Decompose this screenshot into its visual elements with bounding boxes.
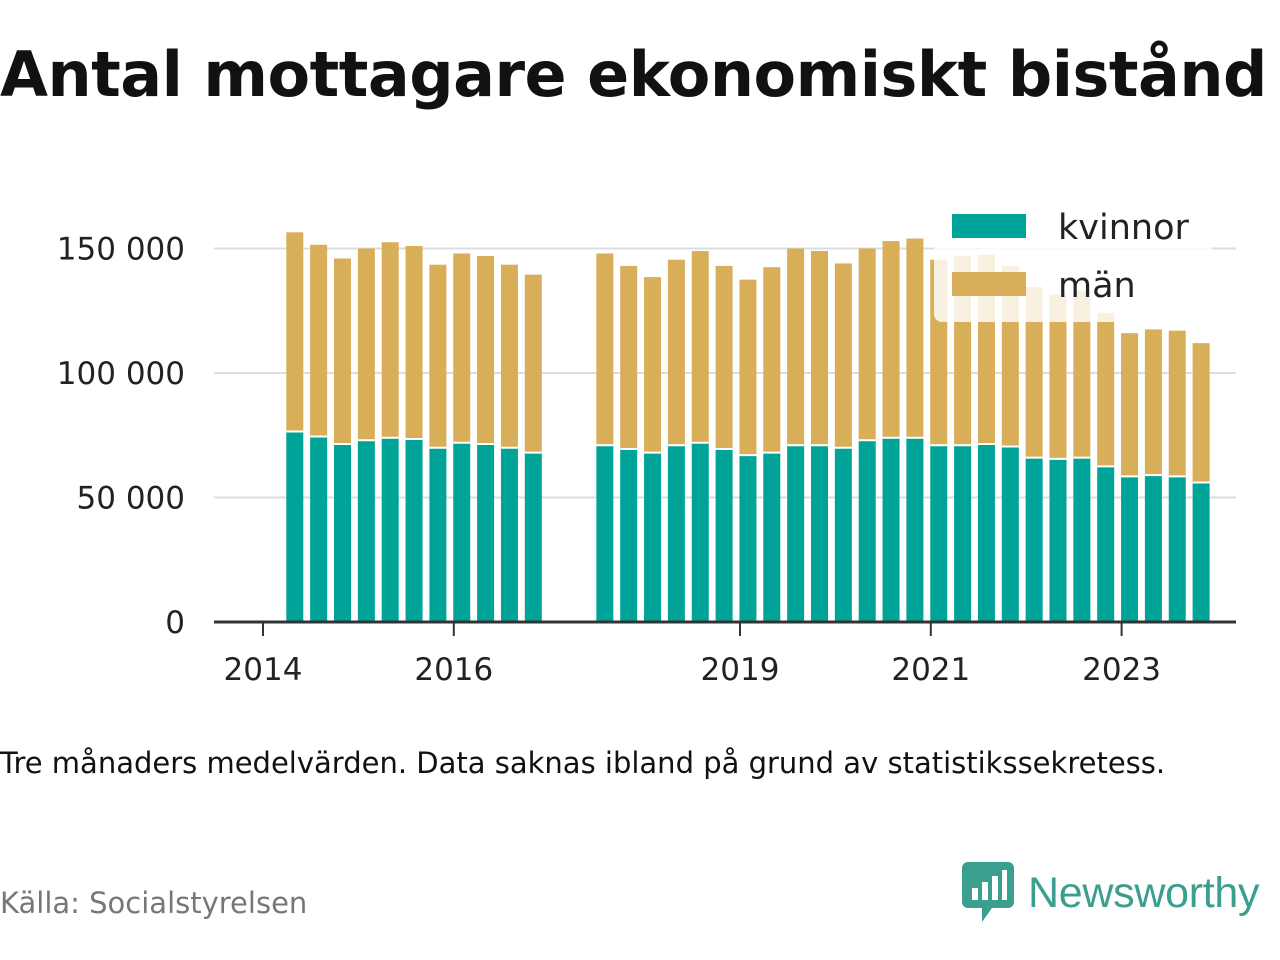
bar-segment-man (1025, 287, 1043, 458)
x-tick-label: 2023 (1082, 652, 1161, 688)
bar-segment-kvinnor (858, 440, 876, 622)
bar-segment-kvinnor (715, 448, 733, 622)
bar-segment-kvinnor (667, 445, 685, 622)
bar-segment-man (1097, 313, 1115, 467)
y-tick-label: 0 (165, 605, 185, 641)
bar-segment-kvinnor (834, 447, 852, 622)
bar-segment-man (644, 277, 662, 453)
x-tick-label: 2014 (224, 652, 303, 688)
y-tick-label: 100 000 (57, 356, 185, 392)
x-tick-label: 2016 (414, 652, 493, 688)
x-tick-label: 2019 (701, 652, 780, 688)
bar-segment-kvinnor (286, 431, 304, 622)
legend-swatch (952, 214, 1026, 238)
y-tick-label: 150 000 (57, 232, 185, 268)
bar-segment-man (811, 250, 828, 446)
bar-segment-man (500, 264, 518, 448)
chart-title: Antal mottagare ekonomiskt bistånd (0, 38, 1267, 111)
bar-segment-kvinnor (1073, 457, 1091, 622)
bar-segment-kvinnor (357, 440, 375, 622)
bar-segment-kvinnor (1097, 466, 1115, 622)
bar-segment-kvinnor (1001, 446, 1019, 622)
bar-segment-kvinnor (596, 445, 614, 622)
bar-segment-kvinnor (787, 445, 805, 622)
brand-name: Newsworthy (1028, 868, 1260, 917)
bar-segment-man (310, 244, 328, 437)
legend-label: män (1058, 266, 1136, 306)
bar-segment-man (882, 241, 900, 438)
bar-segment-kvinnor (1121, 476, 1139, 622)
bar-segment-man (1073, 290, 1091, 458)
bar-segment-man (739, 279, 757, 456)
bar-segment-kvinnor (334, 443, 351, 622)
bar-segment-man (715, 265, 733, 449)
bar-segment-kvinnor (429, 447, 447, 622)
bar-segment-kvinnor (1168, 476, 1186, 622)
bar-segment-man (381, 242, 399, 438)
bar-segment-kvinnor (381, 437, 399, 622)
bar-segment-kvinnor (500, 447, 518, 622)
chart-note: Tre månaders medelvärden. Data saknas ib… (0, 746, 1166, 780)
bar-segment-kvinnor (691, 442, 709, 622)
bar-segment-kvinnor (739, 455, 757, 622)
bar-segment-man (596, 253, 614, 446)
bar-segment-kvinnor (405, 438, 423, 622)
source-text: Källa: Socialstyrelsen (0, 886, 308, 920)
bar-segment-kvinnor (644, 452, 662, 622)
bar-segment-man (429, 264, 447, 448)
bar-segment-man (834, 263, 852, 448)
bar-segment-man (763, 267, 781, 453)
bar-segment-kvinnor (1192, 482, 1210, 622)
bar-segment-kvinnor (1144, 475, 1162, 622)
bar-segment-man (1049, 294, 1067, 459)
bar-segment-man (453, 253, 471, 443)
bar-segment-man (858, 248, 876, 441)
bar-segment-man (1192, 343, 1210, 483)
bar-segment-kvinnor (763, 452, 781, 622)
bar-segment-man (477, 255, 495, 444)
bar-segment-man (1121, 333, 1139, 477)
bar-segment-kvinnor (906, 437, 924, 622)
bar-segment-kvinnor (620, 448, 638, 622)
bar-segment-man (334, 258, 351, 444)
y-axis-tick-labels: 0 50 000 100 000 150 000 (57, 232, 185, 642)
bar-segment-kvinnor (882, 437, 900, 622)
x-tick-label: 2021 (891, 652, 970, 688)
bar-segment-kvinnor (1025, 457, 1043, 622)
bar-segment-man (906, 238, 924, 438)
bar-segment-man (691, 250, 709, 443)
bar-segment-man (524, 274, 542, 453)
legend: kvinnor män (934, 196, 1212, 322)
bar-segment-kvinnor (930, 445, 948, 622)
newsworthy-logo: Newsworthy (962, 862, 1259, 924)
bar-segment-kvinnor (811, 445, 828, 622)
x-axis: 2014 2016 2019 2021 2023 (214, 620, 1236, 688)
y-tick-label: 50 000 (77, 481, 185, 517)
bar-segment-kvinnor (477, 443, 495, 622)
bar-chart-badge-icon (962, 862, 1014, 922)
bar-segment-man (286, 232, 304, 432)
bar-segment-kvinnor (524, 452, 542, 622)
bar-segment-man (1168, 330, 1186, 477)
bar-segment-man (667, 259, 685, 446)
bar-segment-kvinnor (954, 445, 972, 622)
legend-swatch (952, 272, 1026, 296)
bar-segment-kvinnor (310, 436, 328, 622)
bar-segment-man (787, 248, 805, 446)
legend-label: kvinnor (1058, 208, 1189, 248)
bar-segment-man (620, 265, 638, 449)
bar-segment-man (357, 248, 375, 441)
bars (286, 232, 1210, 622)
bar-segment-kvinnor (977, 443, 995, 622)
bar-segment-kvinnor (453, 442, 471, 622)
bar-segment-man (1144, 329, 1162, 476)
bar-segment-man (405, 246, 423, 439)
bar-segment-kvinnor (1049, 458, 1067, 622)
